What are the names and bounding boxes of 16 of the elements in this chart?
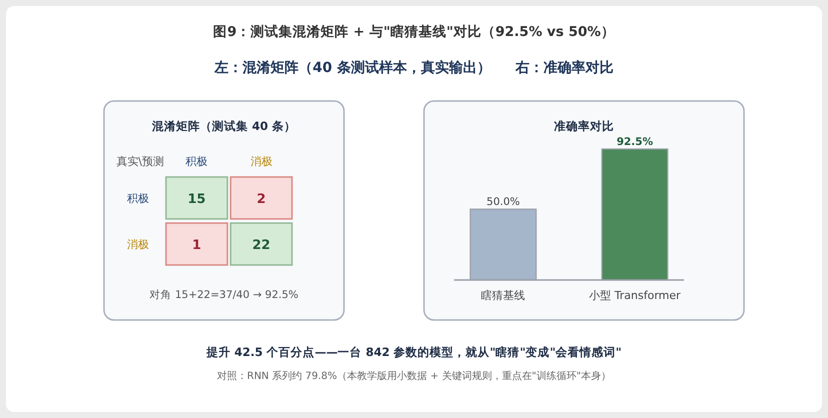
text: 左：混淆矩阵（40 条测试样本，真实输出） 右：准确率对比 <box>214 59 614 76</box>
data-label: 15 <box>188 192 206 207</box>
data-label: 1 <box>192 238 202 254</box>
text: 对照：RNN 系列约 79.8%（本教学版用小数据 + 关键词规则，重点在"训练循环"本身） <box>217 370 611 382</box>
data-label: 2 <box>256 192 266 207</box>
data-label: 92.5% <box>616 136 654 148</box>
data-label: 50.0% <box>486 196 520 208</box>
x-tick-label: 瞎猜基线 <box>481 289 526 302</box>
data-label: 22 <box>252 238 270 254</box>
text: 提升 42.5 个百分点——一台 842 参数的模型，就从"瞎猜"变成"会看情感词" <box>205 345 622 359</box>
chart-title: 准确率对比 <box>554 119 614 133</box>
text: 真实\预测 <box>116 155 164 168</box>
chart-title: 混淆矩阵（测试集 40 条） <box>150 119 296 133</box>
caption: 图9：测试集混淆矩阵 + 与"瞎猜基线"对比（92.5% vs 50%） <box>213 23 615 40</box>
x-tick-label: 小型 Transformer <box>589 289 682 302</box>
text: 对角 15+22=37/40 → 92.5% <box>150 288 298 301</box>
